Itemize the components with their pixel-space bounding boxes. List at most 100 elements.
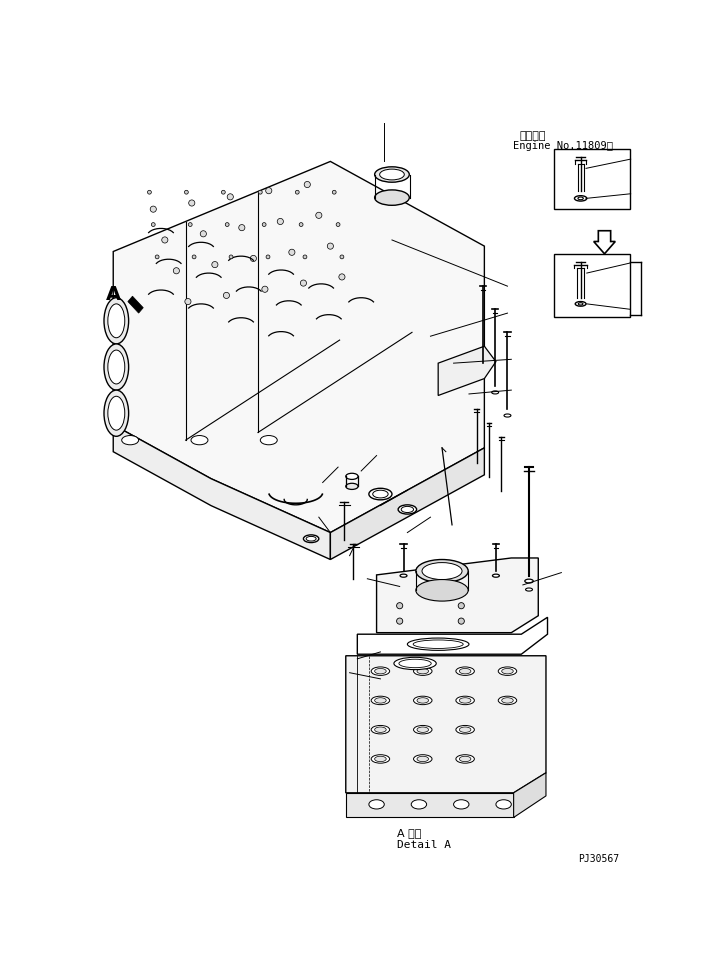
Ellipse shape (369, 800, 384, 809)
Ellipse shape (108, 304, 125, 338)
Ellipse shape (375, 756, 386, 762)
Ellipse shape (498, 697, 517, 704)
Ellipse shape (380, 169, 404, 180)
Ellipse shape (459, 698, 471, 703)
Ellipse shape (502, 698, 513, 703)
Ellipse shape (526, 588, 533, 591)
Ellipse shape (108, 396, 125, 430)
Circle shape (188, 199, 195, 206)
Ellipse shape (456, 726, 475, 734)
Ellipse shape (578, 197, 583, 199)
Circle shape (147, 191, 151, 195)
Ellipse shape (504, 414, 511, 417)
Circle shape (250, 255, 257, 262)
Circle shape (316, 212, 322, 218)
Circle shape (201, 231, 206, 236)
Circle shape (266, 255, 270, 259)
Ellipse shape (400, 574, 407, 577)
Ellipse shape (417, 727, 429, 733)
Text: 適用号機: 適用号機 (520, 130, 546, 141)
Ellipse shape (104, 343, 129, 390)
Polygon shape (113, 162, 485, 532)
Polygon shape (346, 793, 513, 817)
Ellipse shape (375, 190, 409, 205)
Circle shape (327, 243, 334, 249)
Ellipse shape (375, 727, 386, 733)
Circle shape (229, 255, 233, 259)
Ellipse shape (413, 667, 432, 675)
Circle shape (289, 249, 295, 255)
Circle shape (397, 602, 403, 609)
Ellipse shape (416, 559, 468, 583)
Polygon shape (594, 231, 615, 254)
Ellipse shape (371, 755, 390, 763)
Ellipse shape (459, 668, 471, 674)
Ellipse shape (502, 668, 513, 674)
Circle shape (299, 223, 303, 227)
Ellipse shape (408, 638, 469, 650)
Ellipse shape (399, 660, 431, 667)
Circle shape (278, 218, 283, 225)
Ellipse shape (525, 579, 533, 583)
Polygon shape (346, 656, 546, 793)
Circle shape (332, 191, 336, 195)
Ellipse shape (401, 506, 413, 513)
Circle shape (150, 206, 156, 212)
Ellipse shape (498, 667, 517, 675)
Circle shape (304, 181, 311, 188)
Ellipse shape (575, 302, 586, 306)
Text: Detail A: Detail A (398, 840, 452, 849)
Ellipse shape (413, 697, 432, 704)
Polygon shape (438, 346, 496, 395)
Circle shape (340, 255, 344, 259)
Circle shape (225, 223, 229, 227)
Polygon shape (513, 773, 546, 817)
Ellipse shape (306, 536, 316, 541)
Circle shape (221, 191, 225, 195)
Ellipse shape (375, 668, 386, 674)
Circle shape (458, 602, 464, 609)
Ellipse shape (375, 698, 386, 703)
Ellipse shape (122, 436, 139, 445)
Ellipse shape (493, 574, 500, 577)
Circle shape (185, 299, 191, 305)
Ellipse shape (371, 667, 390, 675)
Ellipse shape (372, 490, 388, 498)
Circle shape (296, 191, 299, 195)
Polygon shape (128, 296, 143, 313)
Circle shape (224, 292, 229, 299)
Ellipse shape (456, 697, 475, 704)
Ellipse shape (413, 640, 463, 648)
Ellipse shape (371, 697, 390, 704)
Ellipse shape (492, 391, 498, 394)
Circle shape (192, 255, 196, 259)
Ellipse shape (456, 755, 475, 763)
Circle shape (151, 223, 155, 227)
Ellipse shape (422, 562, 462, 580)
Circle shape (185, 191, 188, 195)
Circle shape (155, 255, 159, 259)
Ellipse shape (191, 436, 208, 445)
Circle shape (458, 618, 464, 625)
Bar (554, 254, 630, 317)
Ellipse shape (346, 484, 358, 489)
Text: A: A (106, 285, 121, 304)
Polygon shape (113, 425, 330, 559)
Bar (554, 149, 630, 209)
Circle shape (303, 255, 307, 259)
Ellipse shape (417, 668, 429, 674)
Circle shape (162, 236, 168, 243)
Ellipse shape (104, 390, 129, 436)
Circle shape (239, 225, 245, 231)
Circle shape (339, 273, 345, 280)
Circle shape (301, 280, 306, 286)
Circle shape (262, 286, 268, 292)
Ellipse shape (496, 800, 511, 809)
Text: PJ30567: PJ30567 (578, 854, 620, 864)
Ellipse shape (398, 505, 416, 514)
Ellipse shape (104, 298, 129, 343)
Circle shape (266, 188, 272, 194)
Circle shape (262, 223, 266, 227)
Ellipse shape (417, 698, 429, 703)
Circle shape (212, 262, 218, 268)
